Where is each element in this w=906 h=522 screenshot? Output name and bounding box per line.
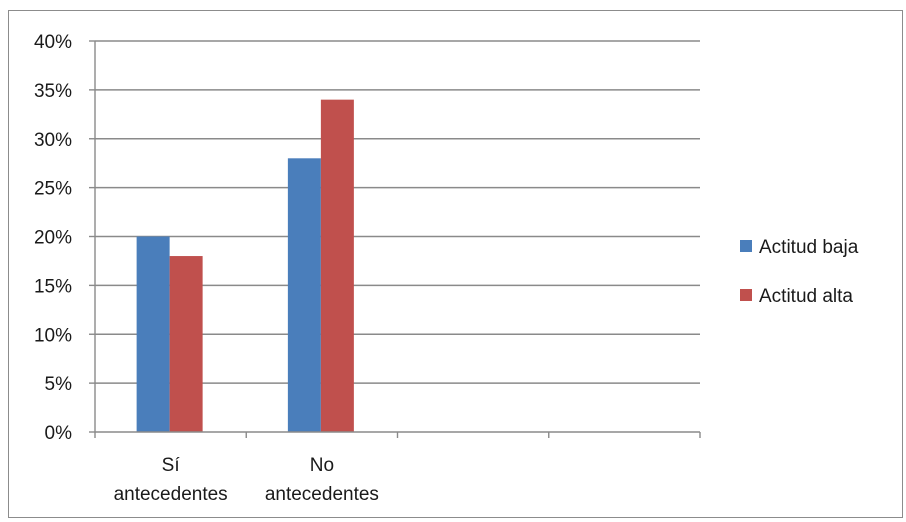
y-tick-label: 25% (34, 179, 72, 200)
legend-entry-label: Actitud baja (759, 237, 859, 258)
y-tick-label: 5% (45, 374, 73, 395)
legend: Actitud baja Actitud alta (740, 237, 859, 307)
bar-actitud-alta (169, 256, 203, 432)
axes (94, 41, 701, 438)
y-tick-label: 15% (34, 276, 72, 297)
legend-swatch (740, 289, 752, 301)
y-tick-label: 35% (34, 81, 72, 102)
x-category-label: Sí (162, 455, 181, 476)
y-tick-label: 30% (34, 130, 72, 151)
legend-entry-label: Actitud alta (759, 286, 853, 307)
x-axis-category-labels: Sí antecedentes No antecedentes (114, 455, 379, 505)
y-tick-label: 10% (34, 325, 72, 346)
bars (136, 99, 354, 433)
y-tick-label: 0% (45, 423, 73, 444)
bar-actitud-baja (136, 236, 170, 432)
y-tick-label: 20% (34, 228, 72, 249)
x-category-label: antecedentes (114, 484, 228, 505)
legend-swatch (740, 240, 752, 252)
x-category-label: No (310, 455, 334, 476)
y-tick-label: 40% (34, 32, 72, 53)
bar-actitud-baja (287, 158, 321, 433)
bar-actitud-alta (320, 99, 354, 433)
y-axis-tick-labels: 0% 5% 10% 15% 20% 25% 30% 35% 40% (34, 32, 72, 444)
x-category-label: antecedentes (265, 484, 379, 505)
